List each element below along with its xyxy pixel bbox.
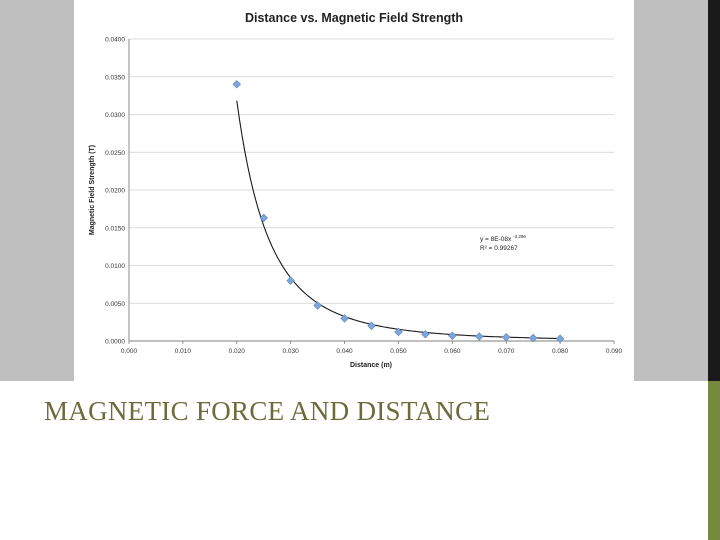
- slide-title: MAGNETIC FORCE AND DISTANCE: [44, 396, 491, 426]
- y-axis-label: Magnetic Field Strength (T): [89, 145, 96, 235]
- x-tick-label: 0.080: [552, 348, 569, 355]
- x-axis-label: Distance (m): [350, 362, 392, 369]
- y-tick-label: 0.0400: [105, 37, 125, 44]
- y-tick-label: 0.0250: [105, 150, 125, 157]
- y-tick-label: 0.0100: [105, 263, 125, 270]
- x-tick-label: 0.040: [336, 348, 353, 355]
- data-point: [232, 80, 242, 89]
- data-point: [421, 329, 430, 339]
- data-point: [555, 334, 565, 343]
- x-tick-label: 0.010: [175, 348, 192, 355]
- data-point: [313, 301, 322, 310]
- right-edge-bar-green: [708, 381, 720, 540]
- y-tick-label: 0.0300: [105, 112, 125, 119]
- x-tick-label: 0.000: [121, 348, 138, 355]
- y-tick-label: 0.0150: [105, 225, 125, 232]
- axes: [128, 39, 615, 344]
- chart-title: Distance vs. Magnetic Field Strength: [245, 11, 463, 25]
- data-point: [448, 331, 457, 340]
- chart-panel: 0.0000 0.0050 0.0100 0.0150 0.0200 0.0250 0.03…: [74, 0, 634, 381]
- x-tick-label: 0.060: [444, 348, 461, 355]
- data-point: [501, 333, 511, 342]
- trendline-equation: y = 8E-08x -3.296: [480, 234, 526, 243]
- data-point: [367, 321, 376, 331]
- x-tick-label: 0.020: [229, 348, 246, 355]
- data-point: [528, 333, 538, 343]
- right-edge-bar-dark: [708, 0, 720, 381]
- trendline-r-squared: R² = 0.99267: [480, 245, 518, 252]
- x-tick-label: 0.030: [283, 348, 300, 355]
- data-point: [286, 276, 295, 285]
- trendline: [236, 100, 561, 340]
- y-tick-label: 0.0050: [105, 301, 125, 308]
- gridlines: [129, 38, 614, 304]
- data-point: [475, 332, 484, 341]
- y-tick-label: 0.0200: [105, 188, 125, 195]
- y-tick-label: 0.0000: [105, 339, 125, 346]
- data-point: [340, 314, 349, 323]
- trendline-equation-exponent: -3.296: [513, 234, 526, 239]
- trendline-layer: [236, 100, 561, 340]
- data-points: [232, 80, 565, 343]
- x-tick-label: 0.050: [390, 348, 407, 355]
- scatter-chart: 0.0000 0.0050 0.0100 0.0150 0.0200 0.0250 0.03…: [89, 11, 623, 369]
- trendline-equation-base: y = 8E-08x: [480, 236, 512, 243]
- x-tick-label: 0.090: [606, 348, 623, 355]
- y-tick-label: 0.0350: [105, 74, 125, 81]
- x-tick-label: 0.070: [498, 348, 515, 355]
- tick-labels: 0.0000 0.0050 0.0100 0.0150 0.0200 0.0250 0.03…: [105, 37, 622, 356]
- data-point: [394, 327, 403, 337]
- data-point: [259, 213, 268, 223]
